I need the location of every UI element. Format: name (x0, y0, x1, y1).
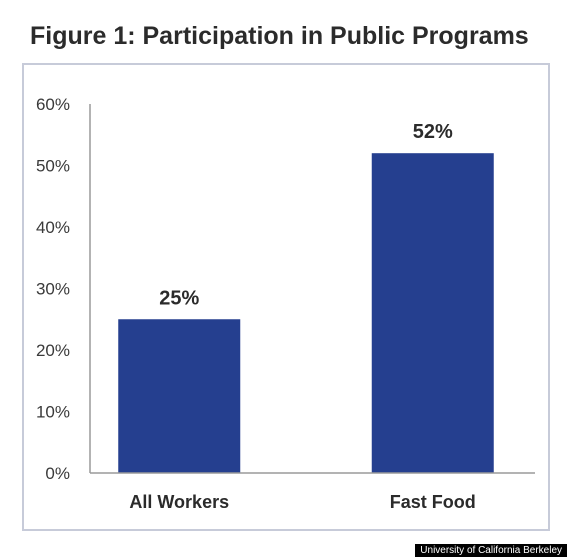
data-label: 25% (159, 287, 199, 309)
category-label: All Workers (129, 492, 229, 512)
data-label: 52% (413, 121, 453, 143)
y-tick-label: 40% (36, 218, 70, 237)
y-axis-ticks: 0% 10% 20% 30% 40% 50% 60% (36, 95, 70, 483)
y-tick-label: 60% (36, 95, 70, 114)
y-tick-label: 50% (36, 157, 70, 176)
category-label: Fast Food (390, 492, 476, 512)
y-tick-label: 10% (36, 403, 70, 422)
chart-frame (22, 63, 550, 531)
y-tick-label: 20% (36, 341, 70, 360)
chart-title: Figure 1: Participation in Public Progra… (30, 22, 529, 50)
category-labels-group: All Workers Fast Food (129, 492, 475, 512)
bars-group (118, 153, 494, 473)
bar-fast-food (371, 153, 494, 473)
data-labels-group: 25% 52% (159, 121, 453, 309)
photo-credit: University of California Berkeley (415, 544, 567, 557)
y-tick-label: 0% (45, 464, 70, 483)
y-tick-label: 30% (36, 280, 70, 299)
bar-all-workers (118, 319, 241, 473)
